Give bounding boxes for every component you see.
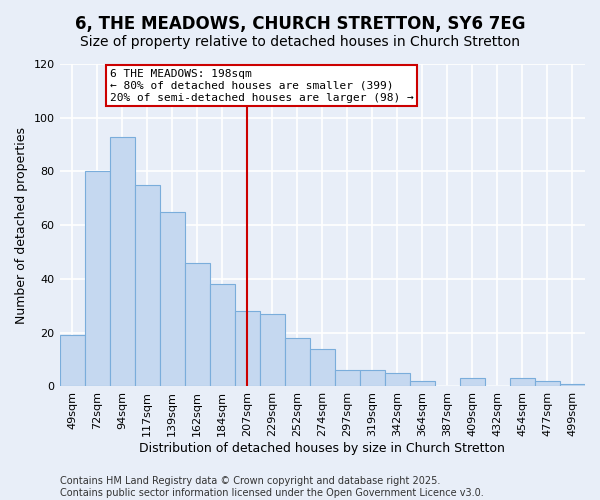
Bar bbox=[134, 185, 160, 386]
Bar bbox=[535, 381, 560, 386]
Y-axis label: Number of detached properties: Number of detached properties bbox=[15, 126, 28, 324]
Bar bbox=[185, 263, 209, 386]
X-axis label: Distribution of detached houses by size in Church Stretton: Distribution of detached houses by size … bbox=[139, 442, 505, 455]
Bar bbox=[260, 314, 285, 386]
Text: Size of property relative to detached houses in Church Stretton: Size of property relative to detached ho… bbox=[80, 35, 520, 49]
Bar bbox=[460, 378, 485, 386]
Bar bbox=[560, 384, 585, 386]
Bar bbox=[410, 381, 435, 386]
Text: 6 THE MEADOWS: 198sqm
← 80% of detached houses are smaller (399)
20% of semi-det: 6 THE MEADOWS: 198sqm ← 80% of detached … bbox=[110, 70, 413, 102]
Bar bbox=[310, 349, 335, 387]
Bar bbox=[360, 370, 385, 386]
Bar bbox=[335, 370, 360, 386]
Bar bbox=[160, 212, 185, 386]
Bar bbox=[235, 311, 260, 386]
Bar bbox=[510, 378, 535, 386]
Bar bbox=[59, 336, 85, 386]
Bar bbox=[110, 136, 134, 386]
Bar bbox=[85, 172, 110, 386]
Bar bbox=[385, 373, 410, 386]
Text: Contains HM Land Registry data © Crown copyright and database right 2025.
Contai: Contains HM Land Registry data © Crown c… bbox=[60, 476, 484, 498]
Bar bbox=[209, 284, 235, 386]
Bar bbox=[285, 338, 310, 386]
Text: 6, THE MEADOWS, CHURCH STRETTON, SY6 7EG: 6, THE MEADOWS, CHURCH STRETTON, SY6 7EG bbox=[75, 15, 525, 33]
